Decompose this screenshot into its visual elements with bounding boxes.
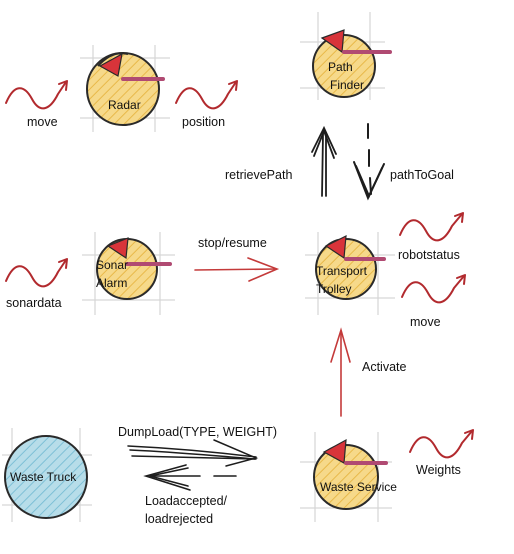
move-output-event-label: move — [410, 315, 441, 329]
sonar-alarm-actor-icon — [82, 232, 175, 315]
activate-label: Activate — [362, 360, 407, 374]
path-finder-actor-icon — [300, 12, 392, 100]
waste-truck-label: Waste Truck — [10, 470, 77, 484]
sonar-alarm-label-line2: Alarm — [96, 276, 128, 290]
sonar-alarm-label-line1: Sonar — [96, 258, 129, 272]
weights-event-label: Weights — [416, 463, 461, 477]
transport-trolley-label-line1: Transport — [316, 264, 367, 278]
transport-trolley-actor-icon — [305, 232, 395, 315]
load-reply-label-line1: Loadaccepted/ — [145, 494, 228, 508]
activate-arrow — [330, 327, 351, 417]
retrieve-path-arrow — [311, 125, 337, 197]
waste-truck-icon — [2, 428, 92, 522]
load-reply-label-line2: loadrejected — [145, 512, 214, 526]
stop-resume-arrow — [194, 257, 280, 282]
retrieve-path-label: retrievePath — [225, 168, 293, 182]
path-finder-label-line1: Path — [328, 60, 353, 74]
dump-load-label: DumpLoad(TYPE, WEIGHT) — [118, 425, 278, 439]
waste-service-actor-icon — [300, 432, 392, 522]
move-output-event-wave-icon — [401, 274, 466, 304]
robotstatus-event-wave-icon — [399, 212, 464, 242]
sonardata-event-wave-icon — [5, 258, 68, 288]
position-event-wave-icon — [175, 80, 238, 110]
radar-actor-icon — [80, 45, 170, 132]
radar-label: Radar — [108, 98, 141, 112]
path-to-goal-label: pathToGoal — [390, 168, 454, 182]
transport-trolley-label-line2: Trolley — [316, 282, 352, 296]
dump-load-arrow — [127, 439, 259, 467]
waste-service-label: Waste Service — [320, 480, 397, 494]
stop-resume-label: stop/resume — [198, 236, 267, 250]
path-finder-label-line2: Finder — [330, 78, 365, 92]
position-event-label: position — [182, 115, 226, 129]
load-reply-arrow — [143, 464, 237, 491]
robotstatus-event-label: robotstatus — [398, 248, 460, 262]
path-to-goal-arrow — [353, 123, 385, 201]
move-event-label: move — [27, 115, 58, 129]
sonardata-event-label: sonardata — [6, 296, 62, 310]
weights-event-wave-icon — [409, 429, 474, 459]
move-event-wave-icon — [5, 80, 68, 110]
